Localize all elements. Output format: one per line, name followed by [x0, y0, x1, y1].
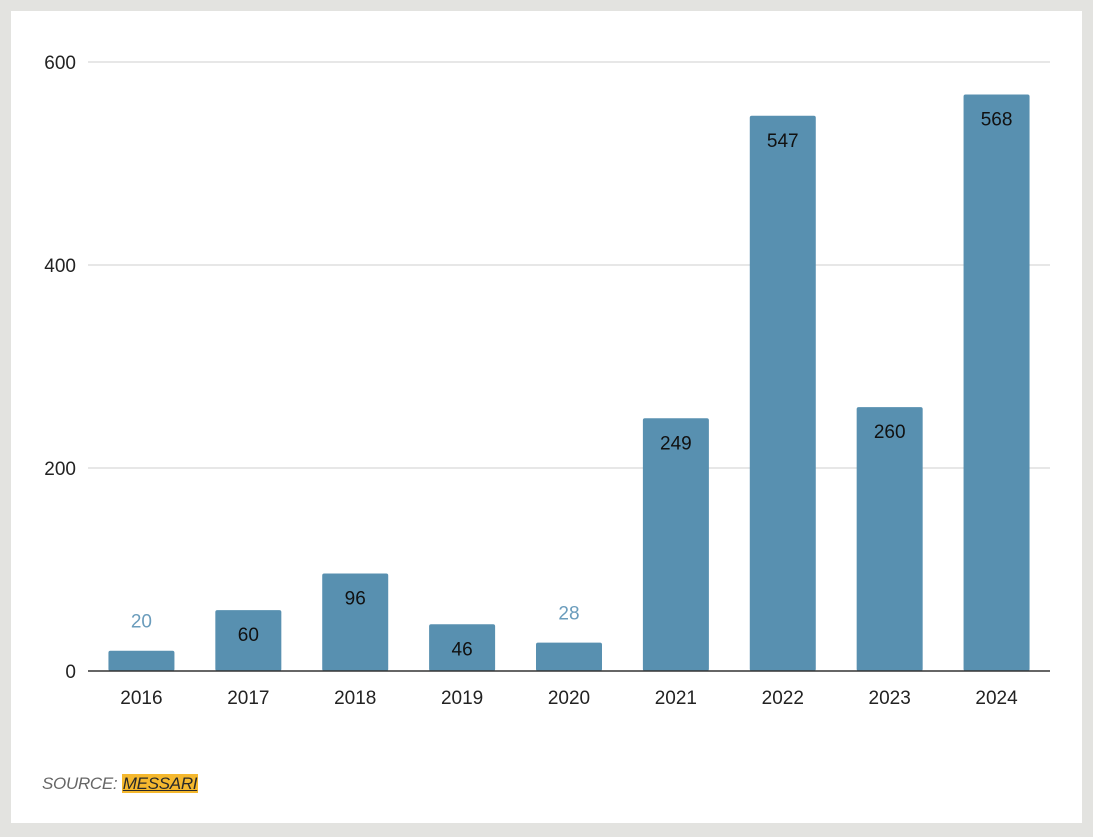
x-tick-label: 2021: [655, 688, 697, 709]
y-axis: 0 200 400 600: [44, 53, 76, 683]
bar: [322, 573, 389, 671]
data-label: 20: [131, 612, 152, 633]
data-label: 60: [238, 625, 259, 646]
bars: 20 60 96 46 28 249 547 260 568: [108, 94, 1030, 672]
data-label: 568: [981, 109, 1013, 130]
y-tick-label: 0: [65, 662, 76, 683]
x-tick-label: 2017: [227, 688, 269, 709]
data-label: 28: [558, 604, 579, 625]
bar: [536, 642, 602, 671]
data-label: 249: [660, 433, 692, 454]
x-tick-label: 2022: [762, 688, 804, 709]
x-tick-label: 2020: [548, 688, 590, 709]
source-note: SOURCE: MESSARI: [42, 774, 199, 794]
x-tick-label: 2024: [975, 688, 1018, 709]
bar: [856, 407, 923, 671]
source-prefix: SOURCE:: [42, 774, 118, 793]
x-axis: 2016 2017 2018 2019 2020 2021 2022 2023 2024: [88, 670, 1050, 709]
data-label: 96: [345, 589, 366, 610]
y-tick-label: 400: [44, 256, 76, 277]
bar: [215, 610, 282, 671]
bar: [108, 650, 175, 671]
x-tick-label: 2018: [334, 688, 376, 709]
bar: [642, 418, 709, 671]
bar: [963, 94, 1030, 672]
x-tick-label: 2019: [441, 688, 483, 709]
source-link[interactable]: MESSARI: [121, 774, 199, 793]
x-tick-label: 2023: [869, 688, 911, 709]
data-label: 46: [452, 639, 473, 660]
y-tick-label: 600: [44, 53, 76, 74]
data-label: 547: [767, 131, 799, 152]
bar: [749, 115, 816, 672]
chart-card: 0 200 400 600 20 60 96 46 28 249 547 260 568 2016 20…: [11, 11, 1082, 823]
x-tick-label: 2016: [120, 688, 162, 709]
data-label: 260: [874, 422, 906, 443]
bar: [429, 624, 496, 671]
y-tick-label: 200: [44, 459, 76, 480]
